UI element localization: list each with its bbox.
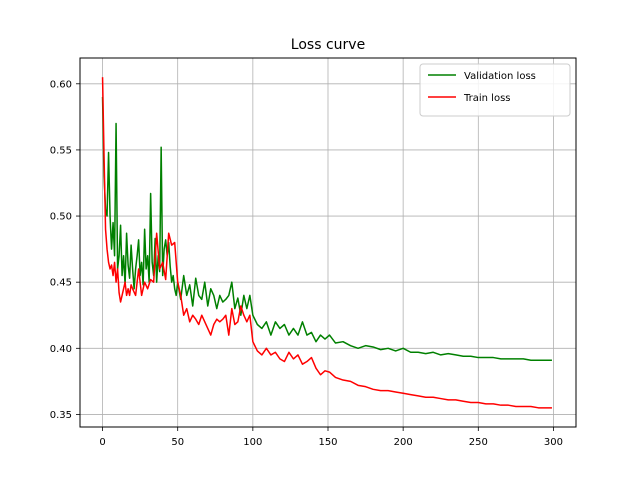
y-tick-label: 0.60 [50, 79, 72, 90]
chart-title: Loss curve [291, 37, 365, 53]
y-tick-label: 0.40 [50, 344, 72, 355]
series-line-validation-loss [101, 97, 552, 361]
y-tick-label: 0.45 [50, 278, 72, 289]
series-line-train-loss [101, 77, 552, 409]
y-tick-label: 0.35 [50, 410, 72, 421]
axis-ticks: 0 50 100 150 200 250 300 0.35 0.40 0.45 0.50 0.55 0.… [50, 79, 563, 448]
legend-label-validation-loss: Validation loss [464, 71, 536, 82]
legend: Validation loss Train loss [419, 63, 571, 117]
grid-lines [80, 58, 576, 427]
y-tick-label: 0.55 [50, 145, 72, 156]
x-tick-label: 250 [469, 437, 488, 448]
series-lines [101, 77, 552, 409]
y-tick-label: 0.50 [50, 212, 72, 223]
legend-box [419, 63, 571, 117]
x-tick-label: 50 [171, 437, 184, 448]
x-tick-label: 150 [318, 437, 337, 448]
x-tick-label: 100 [243, 437, 262, 448]
x-tick-label: 300 [544, 437, 563, 448]
legend-label-train-loss: Train loss [463, 93, 511, 104]
x-tick-label: 200 [394, 437, 413, 448]
x-tick-label: 0 [99, 437, 105, 448]
